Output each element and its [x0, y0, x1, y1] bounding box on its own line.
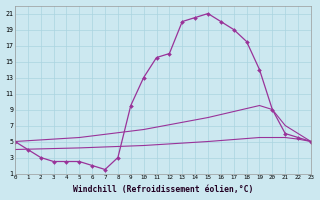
X-axis label: Windchill (Refroidissement éolien,°C): Windchill (Refroidissement éolien,°C) — [73, 185, 253, 194]
